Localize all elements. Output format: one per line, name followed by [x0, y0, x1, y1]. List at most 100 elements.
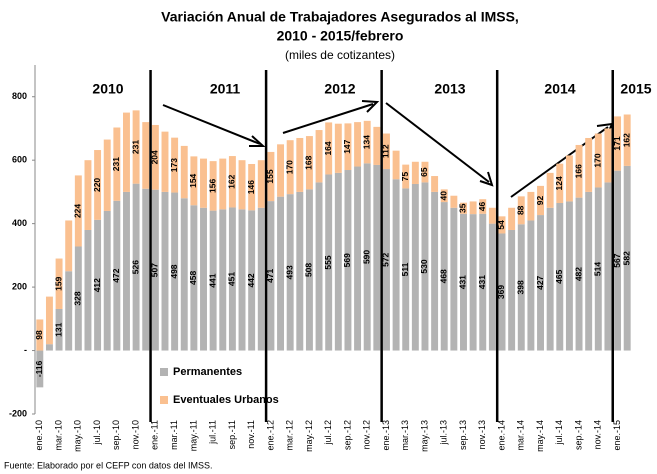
data-label: 146 [246, 180, 256, 194]
bar-segment [421, 161, 429, 183]
bar-segment [382, 133, 390, 170]
data-label: 231 [111, 157, 121, 171]
bar-segment [45, 344, 53, 351]
x-tick-label: mar.-13 [400, 420, 410, 451]
bar-segment [36, 319, 44, 351]
bar-segment [354, 166, 362, 351]
y-tick-label: 200 [12, 281, 27, 291]
data-label: 92 [535, 195, 545, 205]
bar-segment [575, 197, 583, 351]
data-label: 458 [188, 271, 198, 285]
bar-segment [604, 128, 612, 183]
bar-segment [277, 196, 285, 351]
bar-segment [469, 214, 477, 351]
x-tick-label: may.-13 [419, 420, 429, 452]
x-tick-label: may.-11 [188, 420, 198, 451]
bar-segment [200, 207, 207, 351]
x-tick-label: sep.-11 [227, 420, 237, 449]
data-label: 526 [130, 260, 140, 274]
bar-segment [450, 195, 458, 208]
legend-label: Permanentes [173, 366, 242, 378]
bar-segment [286, 194, 294, 351]
bar-segment [517, 224, 525, 351]
bar-segment [65, 220, 73, 272]
x-tick-label: jul.-11 [208, 420, 218, 445]
bar-segment [517, 196, 525, 225]
x-tick-label: sep.-13 [458, 420, 468, 450]
data-label: 156 [207, 179, 217, 193]
data-label: 451 [227, 272, 237, 286]
bar-segment [373, 126, 381, 165]
bar-segment [315, 182, 323, 351]
data-label: 159 [53, 276, 63, 290]
bar-segment [84, 229, 92, 351]
data-label: 507 [150, 263, 160, 277]
data-label: 54 [496, 220, 506, 230]
data-label: 511 [400, 262, 410, 276]
chart-title: Variación Anual de Trabajadores Asegurad… [161, 9, 519, 25]
bar-segment [257, 207, 265, 351]
bar-segment [238, 209, 246, 351]
data-label: 530 [419, 259, 429, 273]
x-tick-label: nov.-13 [477, 420, 487, 449]
bar-segment [431, 191, 439, 351]
data-label: 75 [400, 172, 410, 182]
bar-segment [142, 122, 150, 189]
data-label: 131 [53, 322, 63, 336]
data-label: 224 [73, 204, 83, 218]
data-label: 204 [150, 150, 160, 164]
data-label: 572 [381, 252, 391, 266]
bar-segment [248, 163, 256, 211]
data-label: 465 [554, 269, 564, 283]
bar-segment [209, 210, 217, 351]
data-label: 170 [593, 153, 603, 167]
data-label: 171 [612, 136, 622, 150]
data-label: -116 [34, 360, 44, 377]
bar-segment [277, 144, 285, 197]
data-label: 46 [477, 202, 487, 212]
bar-segment [527, 220, 535, 351]
bar-segment [200, 158, 207, 208]
bar-segment [460, 202, 467, 214]
data-label: 567 [612, 253, 622, 267]
bar-segment [228, 156, 236, 208]
bar-segment [161, 131, 169, 192]
chart-subtitle: (miles de cotizantes) [285, 48, 395, 62]
data-label: 398 [516, 280, 526, 294]
bar-segment [498, 233, 506, 351]
year-label: 2012 [324, 81, 355, 97]
bar-segment [161, 191, 169, 351]
bar-segment [151, 124, 159, 190]
bar-segment [248, 210, 256, 351]
bar-segment [604, 182, 612, 351]
data-label: 442 [246, 273, 256, 287]
legend-label: Eventuales Urbanos [173, 394, 279, 406]
bar-segment [257, 160, 265, 208]
bar-segment [180, 145, 188, 199]
year-label: 2010 [92, 81, 123, 97]
legend-swatch [160, 368, 168, 376]
bar-segment [74, 175, 82, 247]
bar-segment [488, 223, 496, 351]
bar-segment [565, 201, 573, 351]
bar-segment [546, 172, 554, 208]
data-label: 498 [169, 264, 179, 278]
bar-segment [142, 188, 150, 351]
bar-segment [402, 164, 410, 189]
data-label: 162 [227, 174, 237, 188]
data-label: 147 [342, 139, 352, 153]
bar-segment [363, 163, 371, 351]
data-label: 112 [381, 144, 391, 158]
x-tick-label: ene.-15 [612, 420, 622, 451]
bar-segment [267, 151, 275, 202]
source-note: Fuente: Elaborado por el CEFP con datos … [4, 460, 212, 470]
bar-segment [190, 156, 198, 206]
x-tick-label: ene.-10 [34, 420, 44, 451]
bar-segment [55, 308, 63, 351]
bar-segment [402, 188, 410, 351]
bar-segment [36, 350, 44, 388]
bar-segment [556, 203, 564, 351]
x-tick-label: jul.-14 [554, 420, 564, 446]
bar-segment [479, 213, 487, 351]
